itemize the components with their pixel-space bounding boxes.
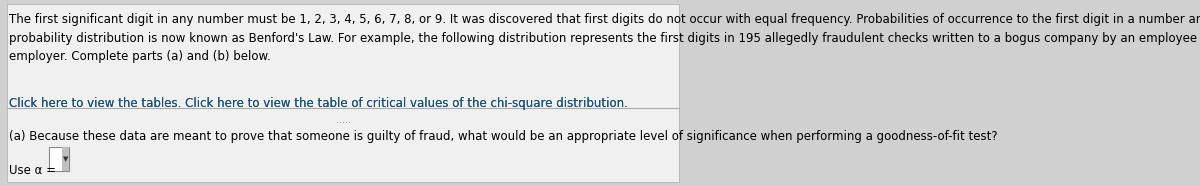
Text: .....: ..... (336, 115, 350, 125)
Text: Use α =: Use α = (8, 164, 56, 177)
Text: The first significant digit in any number must be 1, 2, 3, 4, 5, 6, 7, 8, or 9. : The first significant digit in any numbe… (8, 13, 1200, 63)
Text: Click here to view the tables. Click here to view the table of critical values o: Click here to view the tables. Click her… (8, 97, 628, 110)
Text: (a) Because these data are meant to prove that someone is guilty of fraud, what : (a) Because these data are meant to prov… (8, 130, 997, 143)
FancyBboxPatch shape (7, 4, 679, 182)
Text: ▼: ▼ (62, 156, 68, 162)
Text: Click here to view the tables. Click here to view the table of critical values o: Click here to view the tables. Click her… (8, 97, 628, 110)
FancyBboxPatch shape (49, 147, 68, 171)
FancyBboxPatch shape (62, 147, 68, 171)
